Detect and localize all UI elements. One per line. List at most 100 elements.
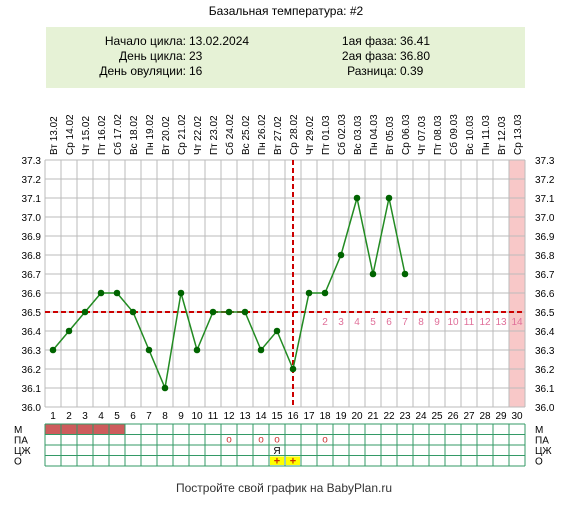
luteal-day-label: 9 <box>434 317 440 328</box>
date-label: Вт 13.02 <box>49 116 60 155</box>
info-label: 1ая фаза: <box>342 34 397 48</box>
day-number: 30 <box>511 411 523 422</box>
menstruation-cell <box>45 424 61 435</box>
date-label: Ср 21.02 <box>177 114 188 155</box>
menstruation-cell <box>77 424 93 435</box>
luteal-day-label: 5 <box>370 317 376 328</box>
luteal-day-label: 12 <box>479 317 491 328</box>
temperature-point <box>385 194 393 202</box>
plot-area: 36.0 36.0 36.1 36.1 36.2 36.2 36.3 36.3 36.4 36.4… <box>22 114 555 422</box>
y-tick-label-left: 37.2 <box>22 175 42 186</box>
menstruation-cell <box>109 424 125 435</box>
info-label: День цикла: <box>119 49 186 63</box>
date-label: Вс 25.02 <box>241 115 252 155</box>
date-label: Пт 08.03 <box>433 115 444 155</box>
temperature-point <box>65 327 73 335</box>
ovulation-test-cell <box>286 456 300 465</box>
day-number: 18 <box>319 411 331 422</box>
date-label: Пт 23.02 <box>209 115 220 155</box>
info-value: 36.41 <box>400 34 430 48</box>
ovulation-test-cell <box>270 456 284 465</box>
day-number: 20 <box>351 411 363 422</box>
date-label: Пн 04.03 <box>369 114 380 155</box>
day-number: 8 <box>162 411 168 422</box>
y-tick-label-right: 36.9 <box>535 232 555 243</box>
row-label-left: М <box>14 425 22 436</box>
row-label-left: ПА <box>14 436 28 447</box>
date-label: Ср 13.03 <box>513 114 524 155</box>
luteal-day-label: 8 <box>418 317 424 328</box>
date-label: Вт 27.02 <box>273 116 284 155</box>
ovulation-test-mark: + <box>290 456 296 468</box>
y-tick-label-right: 36.3 <box>535 346 555 357</box>
date-label: Вт 12.03 <box>497 116 508 155</box>
y-tick-label-left: 36.0 <box>22 403 42 414</box>
date-label: Сб 02.03 <box>336 114 348 155</box>
y-tick-label-left: 36.2 <box>22 365 42 376</box>
y-tick-label-right: 36.7 <box>535 270 555 281</box>
date-label: Сб 24.02 <box>224 114 236 155</box>
y-tick-label-right: 37.1 <box>535 194 555 205</box>
menstruation-cell <box>93 424 109 435</box>
temperature-point <box>225 308 233 316</box>
info-value: 23 <box>189 49 203 63</box>
day-number: 26 <box>447 411 459 422</box>
temperature-point <box>129 308 137 316</box>
y-tick-label-right: 36.2 <box>535 365 555 376</box>
y-tick-label-left: 36.5 <box>22 308 42 319</box>
temperature-point <box>97 289 105 297</box>
temperature-point <box>81 308 89 316</box>
temperature-point <box>177 289 185 297</box>
footer-link[interactable]: Постройте свой график на BabyPlan.ru <box>176 481 392 495</box>
row-label-right: ПА <box>535 436 549 447</box>
date-label: Сб 17.02 <box>112 114 124 155</box>
date-label: Ср 06.03 <box>401 114 412 155</box>
temperature-point <box>401 270 409 278</box>
temperature-point <box>209 308 217 316</box>
day-number: 19 <box>335 411 347 422</box>
y-tick-label-left: 36.1 <box>22 384 42 395</box>
date-label: Пн 19.02 <box>145 114 156 155</box>
day-number: 14 <box>255 411 267 422</box>
temperature-point <box>113 289 121 297</box>
day-number: 28 <box>479 411 491 422</box>
day-number: 24 <box>415 411 427 422</box>
luteal-day-label: 13 <box>495 317 507 328</box>
date-label: Пт 01.03 <box>321 115 332 155</box>
date-label: Сб 09.03 <box>448 114 460 155</box>
day-number: 25 <box>431 411 443 422</box>
row-label-right: ЦЖ <box>535 446 552 457</box>
day-number: 22 <box>383 411 395 422</box>
info-label: Разница: <box>347 64 397 78</box>
day-number: 4 <box>98 411 104 422</box>
day-number: 10 <box>191 411 203 422</box>
luteal-day-label: 14 <box>511 317 523 328</box>
day-number: 15 <box>271 411 283 422</box>
date-label: Пн 11.03 <box>481 115 492 155</box>
day-number: 23 <box>399 411 411 422</box>
info-value: 16 <box>189 64 203 78</box>
date-label: Пт 16.02 <box>97 115 108 155</box>
menstruation-cell <box>61 424 77 435</box>
pa-mark: o <box>274 435 280 446</box>
row-label-right: О <box>535 457 543 468</box>
day-number: 12 <box>223 411 235 422</box>
temperature-point <box>369 270 377 278</box>
temperature-point <box>49 346 57 354</box>
y-tick-label-left: 37.1 <box>22 194 42 205</box>
day-number: 29 <box>495 411 507 422</box>
info-value: 13.02.2024 <box>189 34 249 48</box>
y-tick-label-left: 36.3 <box>22 346 42 357</box>
y-tick-label-right: 36.1 <box>535 384 555 395</box>
y-tick-label-left: 36.6 <box>22 289 42 300</box>
temperature-point <box>289 365 297 373</box>
chart-title: Базальная температура: #2 <box>209 4 364 18</box>
temperature-point <box>241 308 249 316</box>
pa-mark: o <box>258 435 264 446</box>
temperature-point <box>193 346 201 354</box>
day-number: 11 <box>208 411 219 422</box>
ovulation-test-mark: + <box>274 456 280 468</box>
